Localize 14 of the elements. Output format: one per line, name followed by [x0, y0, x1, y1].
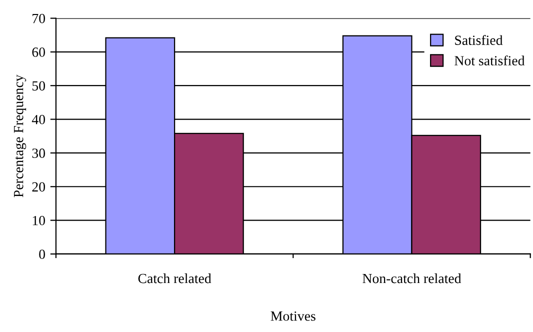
y-tick-label: 0	[39, 250, 46, 259]
x-axis-title: Motives	[270, 311, 316, 321]
y-tick-label: 60	[32, 48, 46, 57]
legend-label: Satisfied	[455, 35, 503, 45]
x-tick-label: Catch related	[138, 273, 212, 284]
y-axis-title: Percentage Frequency	[14, 74, 26, 198]
y-tick-label: 50	[32, 81, 46, 91]
y-tick-label: 40	[32, 114, 46, 124]
y-tick-label: 30	[32, 148, 46, 158]
x-tick-label: Non-catch related	[362, 273, 462, 284]
legend-label: Not satisfied	[454, 56, 525, 66]
y-tick-label: 70	[32, 14, 46, 24]
y-tick-label: 10	[32, 216, 46, 226]
y-tick-label: 20	[32, 182, 46, 192]
